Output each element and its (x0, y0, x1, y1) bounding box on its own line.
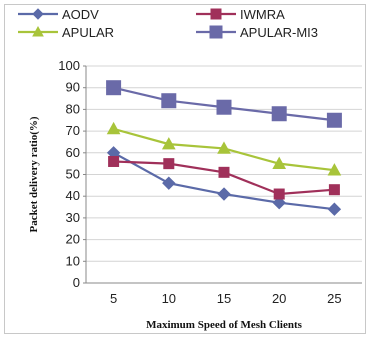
data-point-iwmra-20 (274, 189, 284, 199)
x-tick-label-20: 20 (272, 291, 286, 306)
y-tick-label-90: 90 (66, 80, 80, 95)
x-tick-label-25: 25 (327, 291, 341, 306)
legend-label-apular-mi3: APULAR-MI3 (240, 25, 318, 40)
y-tick-label-30: 30 (66, 210, 80, 225)
data-point-apular-mi3-10 (162, 94, 176, 108)
data-point-aodv-15 (218, 188, 230, 200)
y-tick-label-0: 0 (73, 275, 80, 290)
y-tick-label-50: 50 (66, 167, 80, 182)
legend-label-aodv: AODV (62, 7, 99, 22)
x-axis-title: Maximum Speed of Mesh Clients (146, 319, 303, 331)
data-point-iwmra-10 (164, 159, 174, 169)
y-tick-label-80: 80 (66, 101, 80, 116)
data-point-aodv-25 (328, 203, 340, 215)
data-point-apular-mi3-5 (107, 81, 121, 95)
y-tick-label-20: 20 (66, 232, 80, 247)
x-tick-label-15: 15 (217, 291, 231, 306)
x-tick-label-5: 5 (110, 291, 117, 306)
data-point-aodv-10 (163, 177, 175, 189)
legend-label-apular: APULAR (62, 25, 114, 40)
legend-marker-apular-mi3 (210, 26, 222, 38)
data-point-iwmra-5 (109, 156, 119, 166)
data-point-apular-mi3-20 (272, 107, 286, 121)
y-tick-label-100: 100 (58, 58, 80, 73)
y-tick-label-60: 60 (66, 145, 80, 160)
x-tick-label-10: 10 (162, 291, 176, 306)
legend-marker-iwmra (211, 9, 221, 19)
y-axis-title: Packet delivery ratio(%) (28, 116, 40, 232)
legend-label-iwmra: IWMRA (240, 7, 285, 22)
data-point-apular-5 (108, 123, 120, 134)
series-line-aodv (114, 153, 335, 209)
data-point-iwmra-25 (329, 185, 339, 195)
data-point-apular-mi3-15 (217, 100, 231, 114)
legend-marker-aodv (33, 9, 43, 19)
y-tick-label-70: 70 (66, 123, 80, 138)
y-tick-label-10: 10 (66, 253, 80, 268)
data-point-apular-mi3-25 (327, 113, 341, 127)
data-point-iwmra-15 (219, 167, 229, 177)
y-tick-label-40: 40 (66, 188, 80, 203)
